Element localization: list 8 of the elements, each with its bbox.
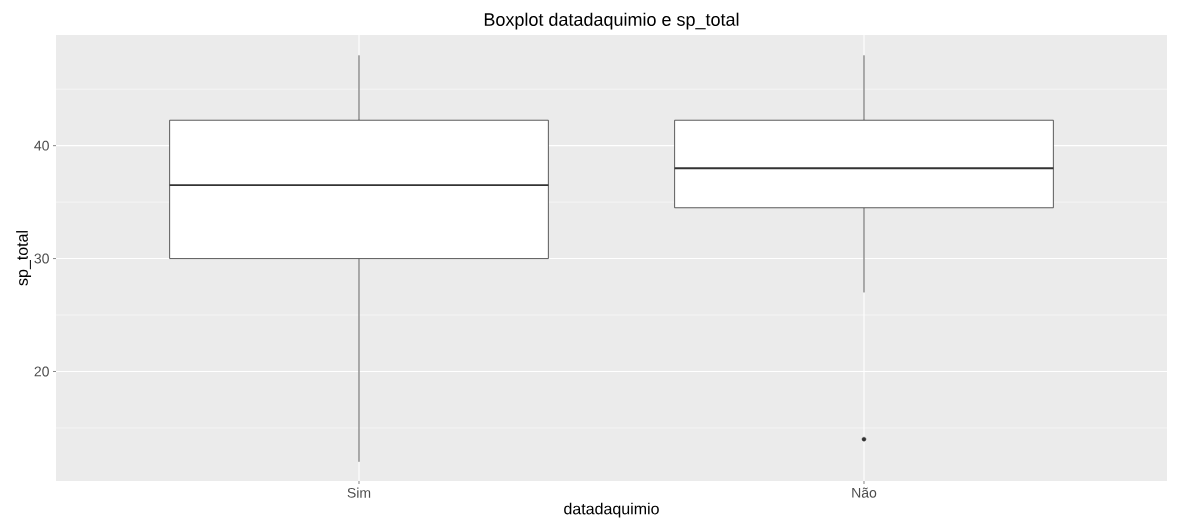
y-tick-label: 30 [34,253,49,264]
y-axis-title: sp_total [16,231,32,286]
chart-title: Boxplot datadaquimio e sp_total [484,12,739,30]
x-tick-label: Sim [347,487,371,498]
x-tick-label: Não [852,487,877,498]
y-tick-label: 40 [34,140,49,151]
y-tick-label: 20 [34,366,49,377]
x-axis-title: datadaquimio [564,502,659,518]
